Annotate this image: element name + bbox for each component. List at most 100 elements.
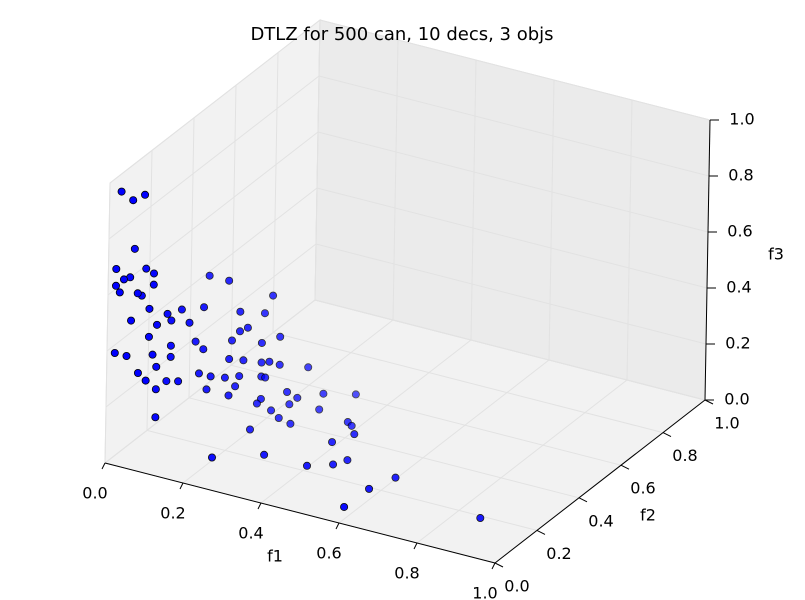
point	[127, 316, 136, 325]
point	[224, 391, 233, 400]
grid-line	[104, 182, 111, 464]
point	[476, 514, 485, 523]
point	[149, 280, 158, 289]
y-tick	[620, 464, 630, 470]
point	[347, 421, 356, 430]
point	[200, 303, 209, 312]
y-tick-label: 0.0	[504, 577, 529, 596]
point	[239, 356, 248, 365]
grid-line	[105, 243, 317, 408]
point	[162, 377, 171, 386]
grid-line	[104, 299, 316, 464]
x-tick	[491, 562, 496, 570]
point	[129, 196, 138, 205]
point	[194, 369, 203, 378]
point	[220, 373, 229, 382]
y-axis-line	[494, 399, 706, 564]
x-axis-line	[104, 462, 496, 564]
point	[304, 363, 313, 372]
point	[148, 350, 157, 359]
point	[199, 345, 208, 354]
point	[152, 362, 161, 371]
point	[269, 291, 278, 300]
grid-line	[109, 19, 321, 184]
x-tick-label: 0.4	[238, 524, 263, 543]
grid-line	[548, 79, 555, 361]
point	[185, 318, 194, 327]
grid-line	[470, 59, 477, 341]
point	[141, 376, 150, 385]
point	[235, 372, 244, 381]
grid-line	[314, 19, 321, 301]
point	[144, 332, 153, 341]
point	[112, 281, 121, 290]
y-axis-label: f2	[640, 506, 656, 525]
y-tick	[662, 432, 672, 438]
point	[115, 288, 124, 297]
grid-line	[315, 243, 707, 345]
x-tick-label: 1.0	[472, 584, 497, 600]
point	[260, 450, 269, 459]
point	[145, 304, 154, 313]
grid-line	[230, 85, 237, 366]
point	[235, 327, 244, 336]
grid-line	[392, 39, 399, 321]
point	[350, 430, 359, 439]
grid-line	[272, 52, 279, 333]
point	[276, 332, 285, 341]
grid-line	[108, 75, 320, 240]
y-tick	[704, 399, 714, 405]
x-tick	[179, 482, 184, 490]
point	[110, 348, 119, 357]
y-tick-label: 0.6	[630, 479, 655, 498]
z-axis-line	[704, 119, 711, 401]
point	[177, 305, 186, 314]
point	[174, 377, 183, 386]
labels: 0.0 0.2 0.4 0.6 0.8 1.0 0.0 0.2 0.4 0.6 0.8 1.0 0.0 0…	[82, 110, 754, 600]
grid-line	[188, 117, 195, 398]
point	[275, 360, 284, 369]
point	[286, 419, 295, 428]
point	[207, 453, 216, 462]
point	[283, 387, 292, 396]
point	[260, 309, 269, 318]
grid-line	[318, 75, 710, 177]
point	[119, 275, 128, 284]
point	[236, 307, 245, 316]
point	[166, 341, 175, 350]
point	[391, 473, 400, 482]
point	[243, 323, 252, 332]
z-tick-label: 1.0	[729, 110, 754, 129]
y-tick-label: 0.8	[672, 446, 697, 465]
point	[141, 190, 150, 199]
point	[151, 385, 160, 394]
grid-line	[230, 364, 622, 466]
x-tick	[257, 502, 262, 510]
chart-title: DTLZ for 500 can, 10 decs, 3 objs	[250, 24, 553, 45]
point	[285, 400, 294, 409]
point	[265, 357, 274, 366]
point	[133, 368, 142, 377]
z-tick-label: 0.4	[726, 278, 751, 297]
point	[202, 385, 211, 394]
z-axis-label: f3	[768, 245, 784, 264]
y-tick	[494, 562, 504, 568]
grid-line	[146, 429, 538, 531]
point	[112, 264, 121, 273]
x-tick-label: 0.6	[316, 544, 341, 563]
point	[252, 399, 261, 408]
x-tick	[335, 522, 340, 530]
point	[257, 338, 266, 347]
point	[274, 413, 283, 422]
point	[191, 337, 200, 346]
point	[302, 461, 311, 470]
point	[205, 271, 214, 280]
point	[267, 406, 276, 415]
grid-line	[314, 299, 706, 401]
point	[117, 187, 126, 196]
point	[365, 484, 374, 493]
points	[110, 187, 485, 523]
x-tick-label: 0.8	[394, 564, 419, 583]
grid-line	[317, 131, 709, 233]
